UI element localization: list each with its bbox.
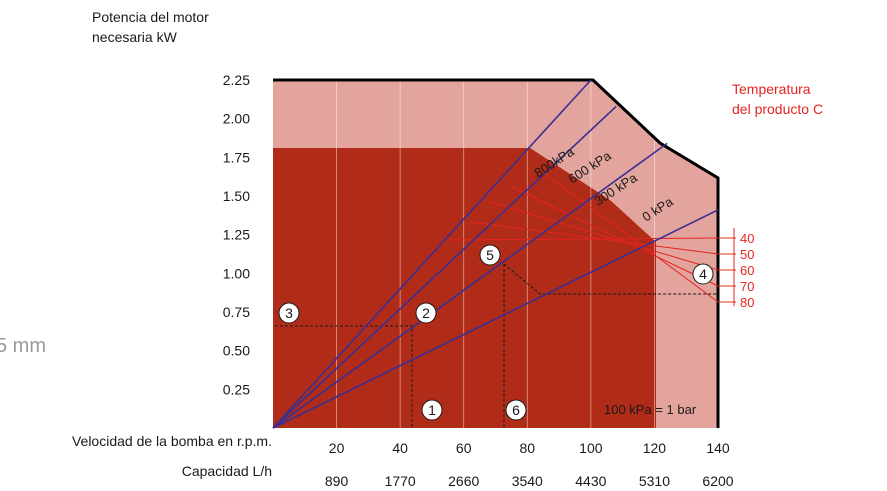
temp-label-70: 70: [740, 279, 754, 294]
y-tick-1.50: 1.50: [223, 188, 250, 204]
x-speed-tick-20: 20: [329, 440, 345, 456]
svg-text:5: 5: [486, 247, 494, 263]
guide-3-to-1: [275, 325, 413, 428]
x-capacity-tick-labels: 890 1770 2660 3540 4430 5310 6200: [325, 473, 734, 489]
y-tick-2.00: 2.00: [223, 111, 250, 127]
y-tick-0.50: 0.50: [223, 343, 250, 359]
temp-line-1: [469, 221, 719, 255]
y-tick-1.25: 1.25: [223, 227, 250, 243]
temp-line-2: [489, 201, 719, 271]
x-capacity-axis-label: Capacidad L/h: [182, 463, 272, 479]
temperature-title-line-2: del producto C: [732, 101, 823, 117]
x-speed-tick-140: 140: [706, 440, 730, 456]
temperature-title-line-1: Temperatura: [732, 81, 811, 97]
series-line-2: [272, 142, 668, 429]
y-tick-0.25: 0.25: [223, 381, 250, 397]
svg-text:3: 3: [285, 305, 293, 321]
series-line-3: [272, 209, 719, 429]
x-capacity-tick-890: 890: [325, 473, 349, 489]
temp-line-3: [509, 185, 719, 287]
temp-label-50: 50: [740, 247, 754, 262]
temp-label-80: 80: [740, 295, 754, 310]
y-tick-2.25: 2.25: [223, 72, 250, 88]
temp-label-40: 40: [740, 231, 754, 246]
x-capacity-tick-1770: 1770: [385, 473, 416, 489]
x-speed-tick-40: 40: [392, 440, 408, 456]
y-tick-1.75: 1.75: [223, 149, 250, 165]
y-axis-label-line-1: Potencia del motor: [92, 9, 209, 25]
y-axis-label-line-2: necesaria kW: [92, 29, 178, 45]
guide-5-to-4: [503, 263, 718, 295]
x-capacity-tick-5310: 5310: [639, 473, 670, 489]
marker-3: 3: [278, 302, 300, 324]
x-speed-tick-60: 60: [456, 440, 472, 456]
svg-text:4: 4: [699, 266, 707, 282]
x-speed-axis-label: Velocidad de la bomba en r.p.m.: [72, 433, 272, 449]
x-speed-tick-120: 120: [643, 440, 667, 456]
x-capacity-tick-3540: 3540: [512, 473, 543, 489]
dashed-guides: [275, 263, 718, 428]
unit-note: 100 kPa = 1 bar: [604, 402, 697, 417]
svg-text:6: 6: [512, 402, 520, 418]
x-capacity-tick-2660: 2660: [448, 473, 479, 489]
x-speed-tick-80: 80: [519, 440, 535, 456]
series-line-0: [272, 79, 592, 429]
y-tick-labels: 0.25 0.50 0.75 1.00 1.25 1.50 1.75 2.00 2.25: [223, 72, 250, 397]
x-capacity-tick-4430: 4430: [575, 473, 606, 489]
svg-text:2: 2: [422, 305, 430, 321]
svg-text:1: 1: [428, 402, 436, 418]
marker-4: 4: [692, 263, 714, 285]
temp-line-0: [449, 237, 719, 241]
series-lines: [272, 79, 719, 429]
chart-outline: [273, 78, 720, 428]
marker-5: 5: [479, 244, 501, 266]
temp-label-60: 60: [740, 263, 754, 278]
x-capacity-tick-6200: 6200: [702, 473, 733, 489]
marker-2: 2: [415, 302, 437, 324]
series-line-1: [272, 105, 617, 429]
x-speed-tick-100: 100: [579, 440, 603, 456]
step-markers: 1 2 3 4 5 6: [278, 244, 714, 421]
left-fragment-text: 5 mm: [0, 335, 46, 357]
temp-line-4: [539, 169, 719, 303]
temperature-lines: [449, 169, 736, 306]
y-tick-0.75: 0.75: [223, 304, 250, 320]
marker-1: 1: [421, 399, 443, 421]
marker-6: 6: [505, 399, 527, 421]
y-tick-1.00: 1.00: [223, 265, 250, 281]
x-speed-tick-labels: 20 40 60 80 100 120 140: [329, 440, 730, 456]
